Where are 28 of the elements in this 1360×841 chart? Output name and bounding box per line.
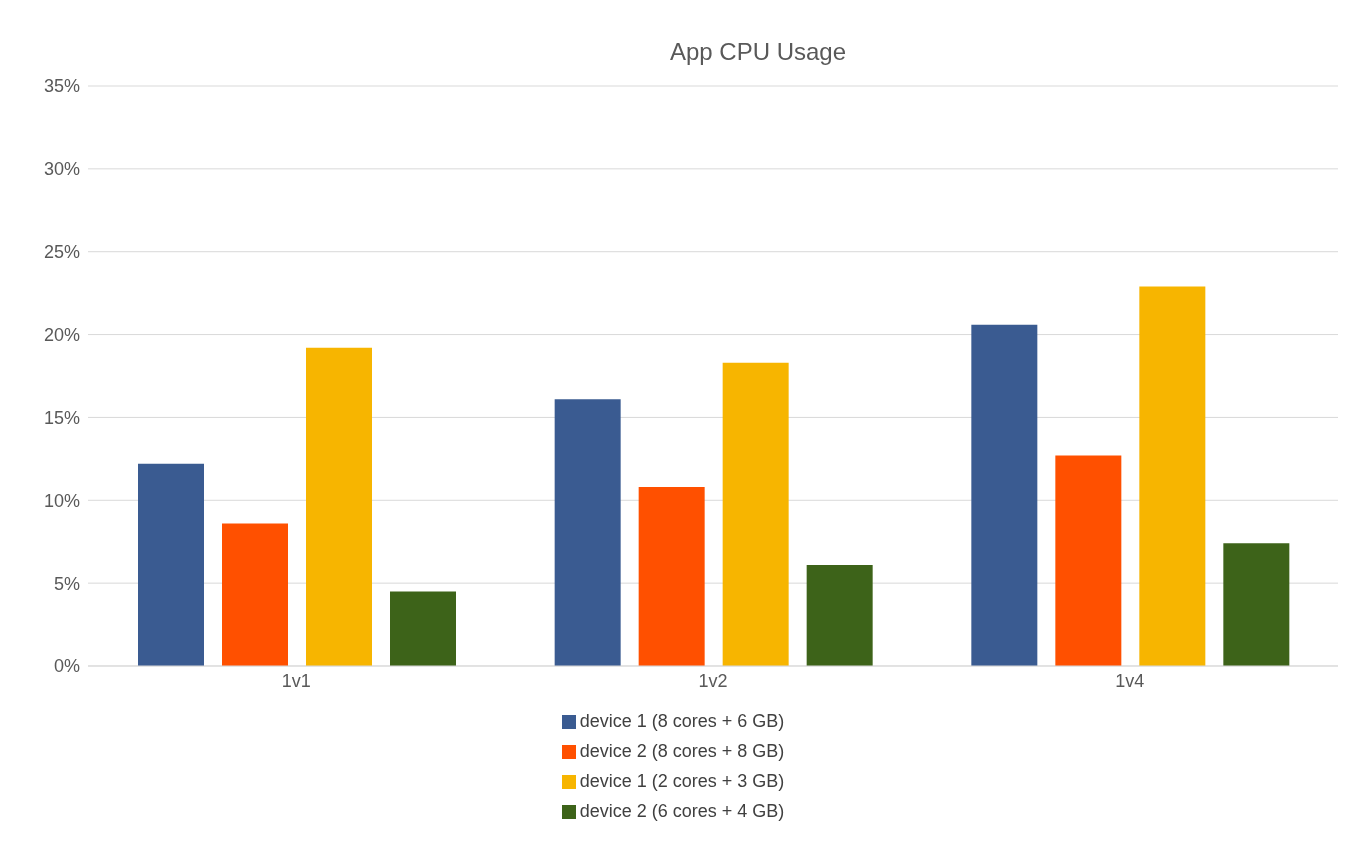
bar [1223,543,1290,666]
legend-label: device 2 (6 cores + 4 GB) [579,801,785,821]
bar [971,324,1038,666]
legend-label: device 1 (8 cores + 6 GB) [579,711,785,731]
chart-title: App CPU Usage [668,37,848,66]
bar [806,564,873,666]
y-tick-label: 10% [43,490,80,511]
x-tick-label: 1v4 [1115,670,1145,691]
x-tick-label: 1v2 [698,670,728,691]
bar [390,591,456,666]
bar [1055,455,1122,666]
x-tick-label: 1v1 [281,670,311,691]
legend-label: device 1 (2 cores + 3 GB) [579,771,785,791]
y-tick-label: 15% [43,407,80,428]
bar [638,487,705,666]
legend-label: device 2 (8 cores + 8 GB) [579,741,785,761]
y-tick-label: 0% [53,656,80,677]
bar [222,523,288,666]
y-tick-label: 20% [43,324,80,345]
bar [138,463,204,666]
bar [306,347,372,666]
y-tick-label: 30% [43,159,80,180]
y-tick-label: 25% [43,242,80,263]
bar [554,399,621,666]
bar [1139,286,1206,666]
y-tick-label: 5% [53,573,80,594]
y-tick-label: 35% [43,76,80,97]
bar [722,362,789,666]
